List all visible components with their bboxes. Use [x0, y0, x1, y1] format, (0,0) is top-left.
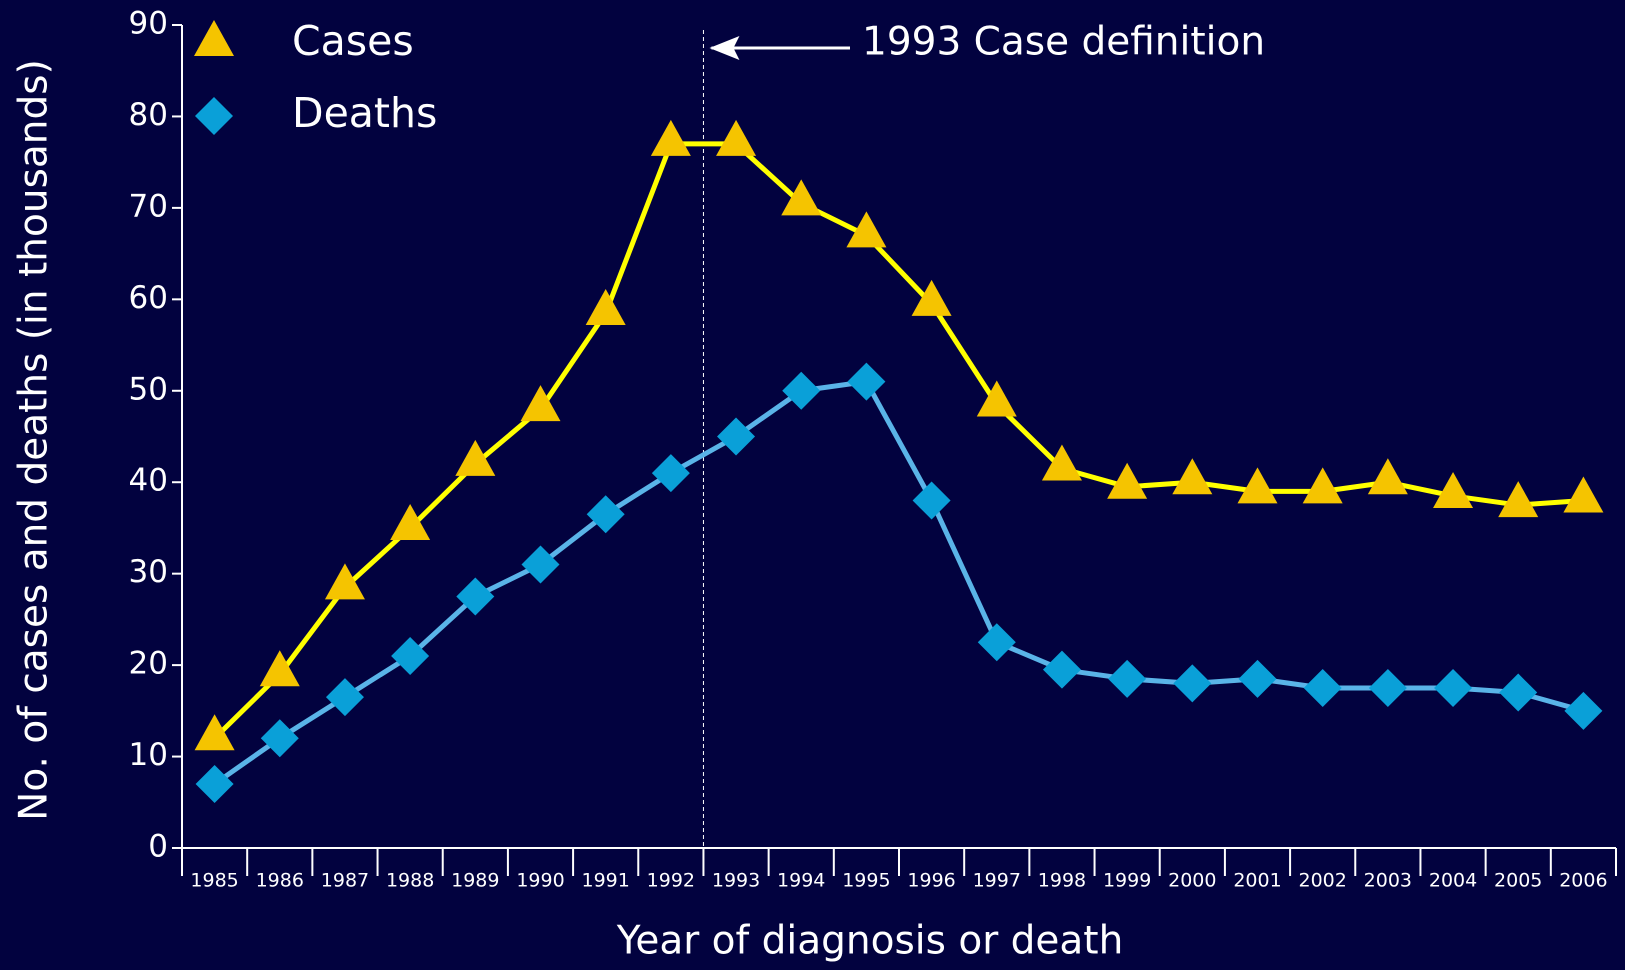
x-tick-label: 1995: [842, 870, 890, 892]
marker: [781, 179, 822, 216]
marker: [912, 481, 951, 520]
marker: [1041, 444, 1082, 481]
x-tick-label: 1990: [516, 870, 564, 892]
x-tick-label: 1986: [256, 870, 304, 892]
marker: [195, 97, 233, 135]
marker: [782, 371, 821, 410]
marker: [324, 563, 365, 600]
marker: [1238, 659, 1277, 698]
marker: [847, 362, 886, 401]
marker: [1302, 467, 1343, 504]
marker: [1433, 471, 1474, 508]
y-tick-label: 40: [129, 463, 168, 499]
series-line: [213, 379, 1585, 787]
marker: [260, 719, 299, 758]
marker: [1367, 458, 1408, 495]
x-tick-label: 1997: [973, 870, 1021, 892]
y-axis-title: No. of cases and deaths (in thousands): [12, 59, 57, 821]
y-tick-label: 80: [129, 97, 168, 133]
x-tick-label: 1991: [582, 870, 630, 892]
marker: [391, 636, 430, 675]
marker: [716, 119, 757, 156]
series-line: [212, 141, 1584, 741]
x-tick-label: 2006: [1559, 870, 1607, 892]
x-tick-label: 1994: [777, 870, 825, 892]
annotation-arrowhead: [709, 36, 740, 60]
marker: [1498, 481, 1539, 518]
y-tick-label: 30: [129, 554, 168, 590]
marker: [1108, 659, 1147, 698]
y-tick-label: 60: [129, 280, 168, 316]
x-tick-label: 1989: [451, 870, 499, 892]
marker: [1368, 668, 1407, 707]
marker: [520, 385, 561, 422]
legend-label: Deaths: [292, 89, 437, 137]
x-tick-label: 2003: [1364, 870, 1412, 892]
annotation: 1993 Case definition: [862, 20, 1265, 65]
marker: [456, 577, 495, 616]
x-tick-label: 2001: [1233, 870, 1281, 892]
marker: [846, 211, 887, 248]
marker: [911, 279, 952, 316]
y-tick-label: 0: [148, 829, 168, 865]
x-tick-label: 1985: [190, 870, 238, 892]
marker: [585, 289, 626, 326]
x-tick-label: 2002: [1299, 870, 1347, 892]
marker: [650, 119, 691, 156]
x-tick-label: 2005: [1494, 870, 1542, 892]
marker: [1499, 673, 1538, 712]
x-axis-title: Year of diagnosis or death: [616, 919, 1124, 964]
marker: [1107, 462, 1148, 499]
marker: [651, 454, 690, 493]
marker: [194, 20, 234, 56]
marker: [194, 714, 235, 751]
x-tick-label: 1996: [907, 870, 955, 892]
legend-label: Cases: [292, 17, 414, 65]
x-tick-label: 2000: [1168, 870, 1216, 892]
y-tick-label: 70: [129, 188, 168, 224]
x-tick-label: 1988: [386, 870, 434, 892]
x-tick-label: 1993: [712, 870, 760, 892]
marker: [1042, 650, 1081, 689]
marker: [976, 380, 1017, 417]
x-tick-label: 1998: [1038, 870, 1086, 892]
x-tick-label: 1999: [1103, 870, 1151, 892]
marker: [325, 678, 364, 717]
marker: [977, 623, 1016, 662]
marker: [1173, 664, 1212, 703]
marker: [521, 545, 560, 584]
x-tick-label: 2004: [1429, 870, 1477, 892]
x-tick-label: 1987: [321, 870, 369, 892]
marker: [1564, 691, 1603, 730]
marker: [1172, 458, 1213, 495]
marker: [259, 650, 300, 687]
marker: [586, 495, 625, 534]
marker: [1303, 668, 1342, 707]
marker: [1563, 476, 1604, 513]
marker: [1434, 668, 1473, 707]
y-tick-label: 90: [129, 6, 168, 42]
marker: [1237, 467, 1278, 504]
marker: [717, 417, 756, 456]
marker: [390, 503, 431, 540]
x-tick-label: 1992: [647, 870, 695, 892]
marker: [195, 764, 234, 803]
marker: [455, 439, 496, 476]
y-tick-label: 50: [129, 371, 168, 407]
y-tick-label: 20: [129, 646, 168, 682]
y-tick-label: 10: [129, 737, 168, 773]
